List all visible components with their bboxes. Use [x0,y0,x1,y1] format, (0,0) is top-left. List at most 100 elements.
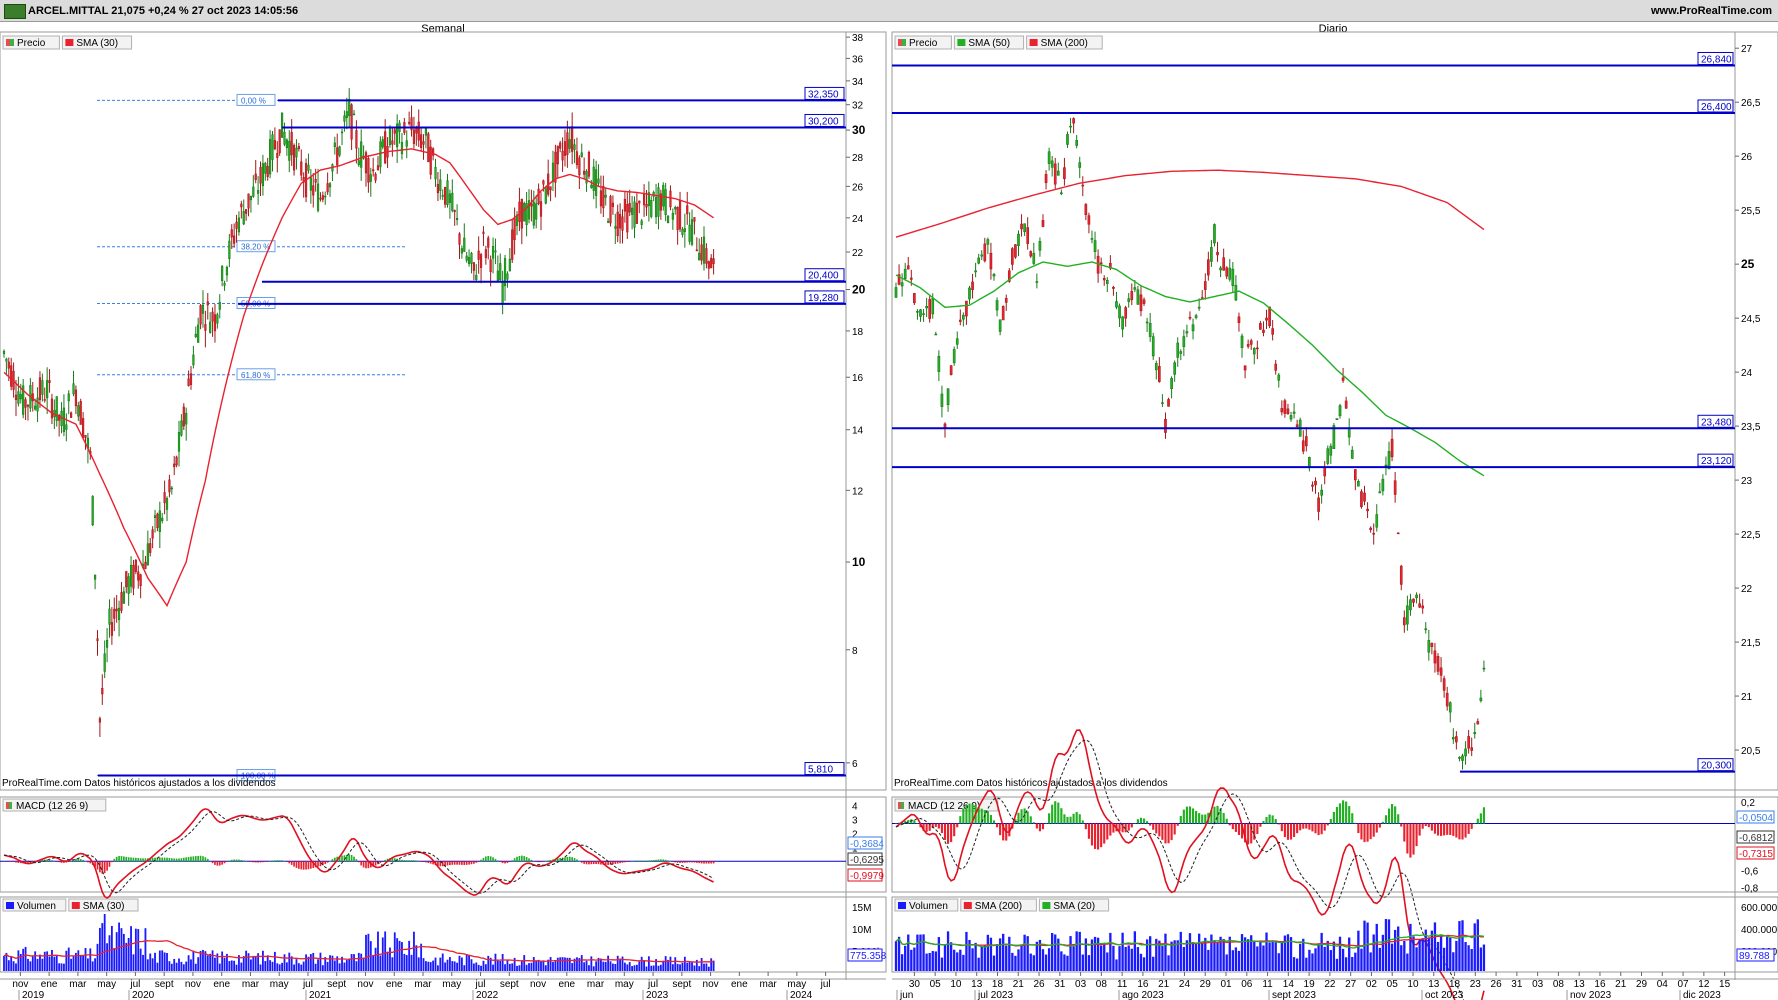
volume-bar [24,946,27,971]
volume-bar [194,963,197,971]
macd-histogram-bar [1250,823,1253,844]
macd-histogram-bar [1335,806,1339,824]
x-group-label: oct 2023 [1425,990,1464,1000]
volume-bar [101,923,104,971]
volume-sma-line [3,939,714,963]
volume-bar [1240,934,1244,971]
macd-histogram-bar [1262,821,1265,824]
volume-bar [1087,955,1091,971]
candle [1378,491,1382,494]
macd-histogram-bar [968,803,971,824]
y-tick-label: 16 [852,373,864,384]
macd-histogram-bar [1449,823,1452,835]
macd-histogram-bar [1424,823,1427,827]
candle [597,178,600,184]
volume-bar [295,959,298,971]
macd-y-tick: 3 [852,815,858,826]
macd-histogram-bar [1430,823,1433,831]
macd-histogram-bar [528,858,530,862]
volume-bar [103,914,106,971]
candle [252,186,255,197]
macd-histogram-bar [1219,808,1222,824]
volume-bar [600,958,602,971]
volume-bar [1054,934,1057,971]
macd-histogram-bar [353,856,355,862]
volume-panel-frame [891,896,1778,973]
volume-bar [578,958,581,971]
volume-bar [506,960,509,971]
macd-histogram-bar [1467,823,1470,834]
volume-bar [1390,943,1394,971]
volume-bar [420,943,423,971]
volume-bar [480,965,482,971]
candle [1210,247,1213,262]
macd-histogram-bar [1256,823,1259,834]
macd-histogram-bar [343,855,346,862]
candle [952,349,956,364]
candle [168,479,171,493]
macd-histogram-bar [520,855,523,862]
macd-histogram-bar [506,861,509,864]
macd-histogram-bar [910,819,913,824]
candle [441,195,444,197]
macd-histogram-bar [1237,823,1241,836]
x-tick-label: nov [703,979,719,990]
volume-bar [968,939,971,971]
volume-bar [1182,946,1186,971]
macd-histogram-bar [310,861,312,869]
candle [453,210,456,212]
x-tick-label: 04 [1657,979,1669,990]
volume-bar [137,929,140,971]
volume-bar [977,957,980,971]
volume-bar [1406,953,1409,971]
candle [127,576,130,594]
candle [1197,306,1201,309]
level-label: 20,300 [1701,761,1732,772]
macd-histogram-bar [1253,823,1256,840]
volume-bar [688,961,691,971]
volume-bar [415,945,418,971]
level-label-box [1697,51,1734,65]
candle [1044,174,1048,184]
candle [1173,362,1176,375]
macd-histogram-bar [580,861,583,863]
volume-bar [1047,948,1051,971]
candle [350,104,353,140]
candle [1124,307,1127,319]
candle [1357,481,1360,487]
x-tick-label: 13 [1428,979,1440,990]
volume-bar [528,963,530,971]
macd-histogram-bar [197,855,200,862]
volume-bar [1185,940,1189,971]
candle [1093,240,1097,252]
volume-bar [652,965,655,971]
volume-bar [139,948,142,971]
candle [575,151,579,166]
volume-bar [904,945,907,971]
macd-histogram-bar [331,859,334,862]
candle [240,203,243,208]
candle [1479,697,1483,701]
volume-bar [992,955,996,971]
site-link[interactable]: www.ProRealTime.com [1650,5,1772,17]
volume-bar [379,955,382,971]
macd-histogram-bar [1397,814,1400,824]
x-group-label: ago 2023 [1122,990,1164,1000]
candle [1329,445,1333,456]
macd-histogram-bar [1112,823,1115,833]
candle [482,231,485,234]
macd-histogram-bar [1286,823,1290,840]
volume-bar [700,958,703,971]
x-tick-label: may [787,979,806,990]
volume-bar [1210,934,1213,971]
macd-panel-frame [891,796,1778,893]
volume-bar [192,950,195,971]
candle [14,394,18,400]
volume-bar [120,928,123,971]
x-tick-label: 11 [1262,979,1273,990]
volume-bar [537,959,540,971]
macd-histogram-bar [669,861,672,862]
volume-bar [1467,945,1470,971]
macd-histogram-bar [425,861,427,863]
